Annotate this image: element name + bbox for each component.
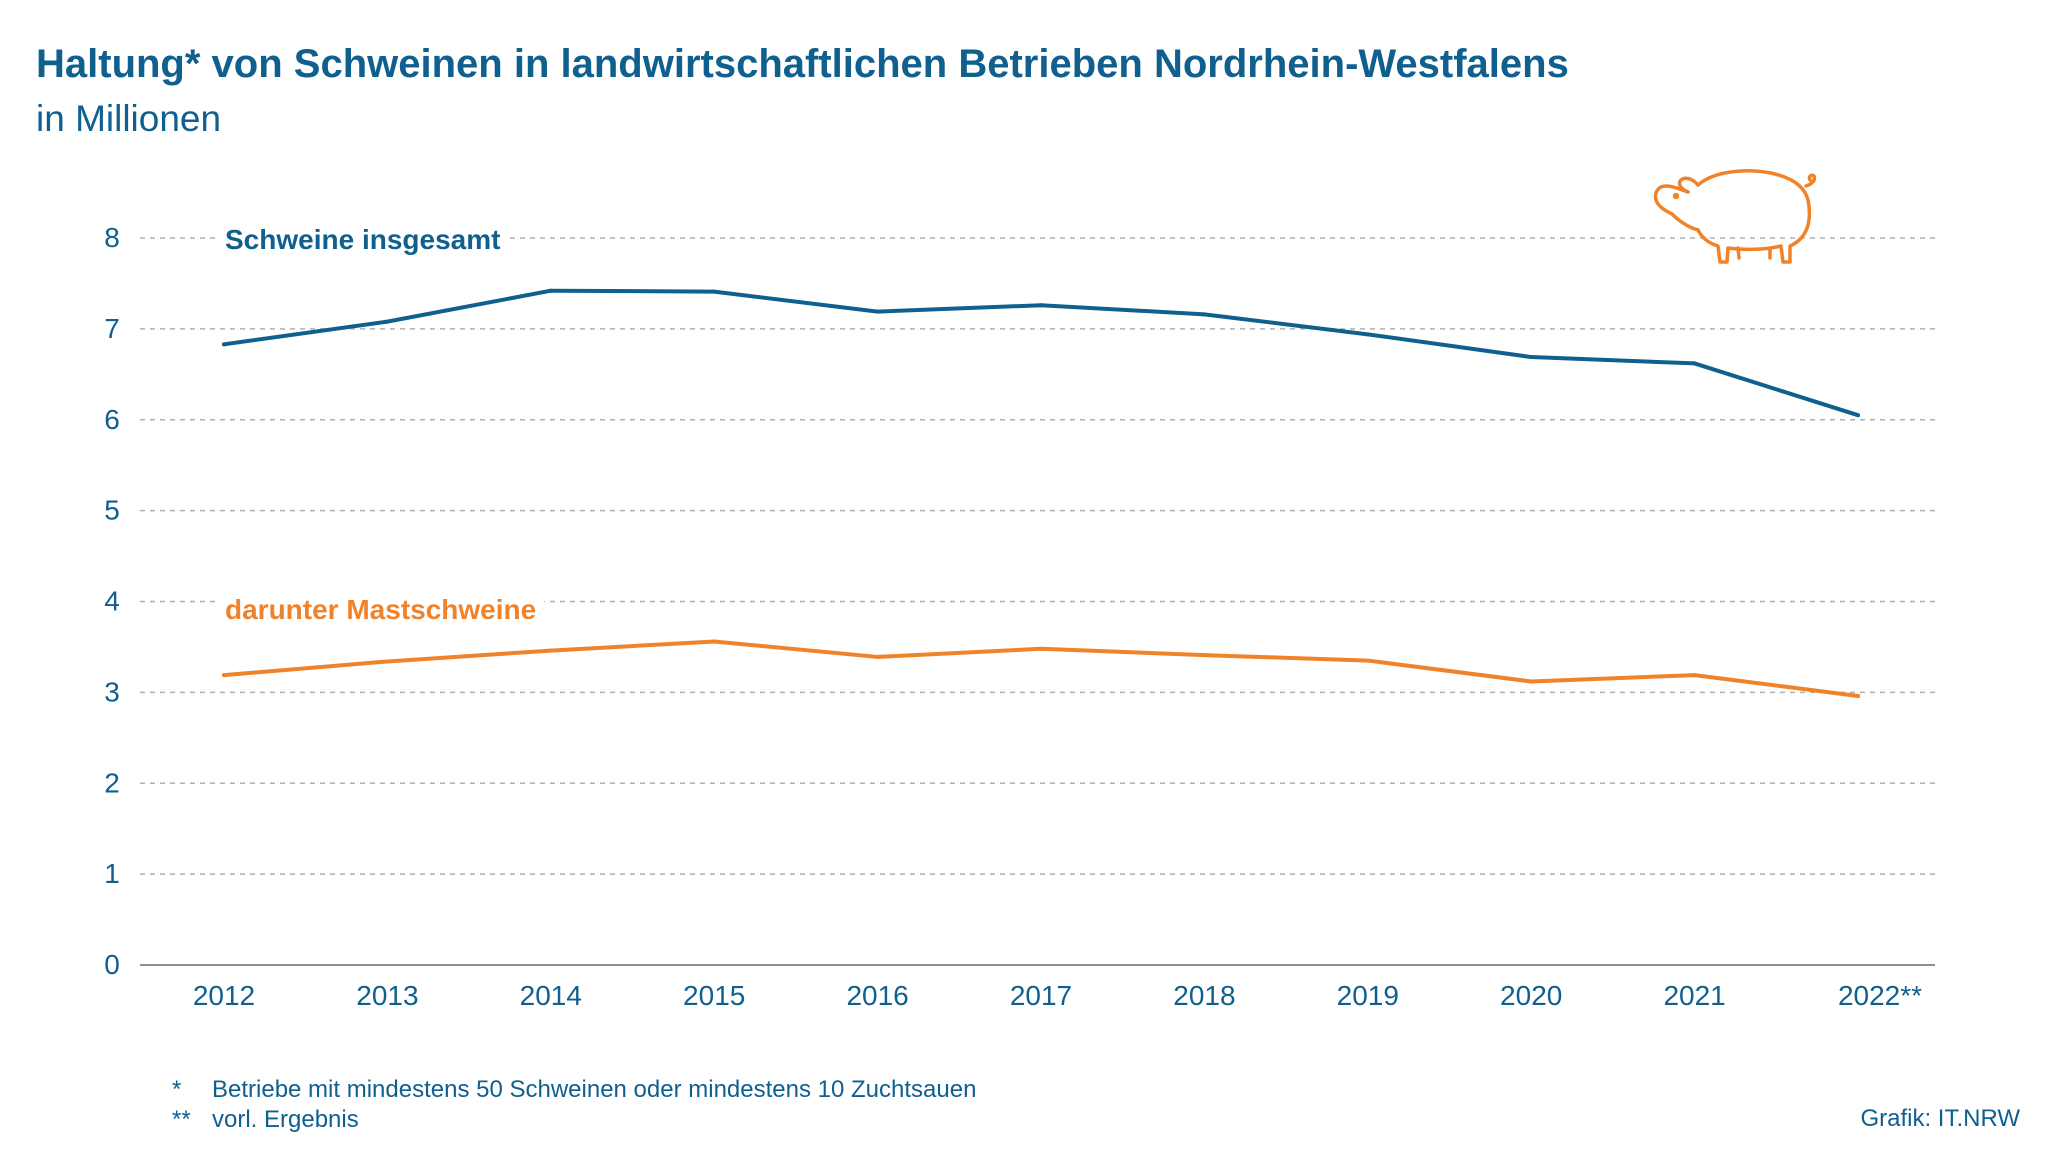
data-point bbox=[1529, 679, 1534, 684]
data-point bbox=[712, 289, 717, 294]
data-point bbox=[1692, 361, 1697, 366]
series-label: Schweine insgesamt bbox=[225, 224, 500, 255]
y-tick-label: 4 bbox=[104, 586, 120, 617]
footnote-text: vorl. Ergebnis bbox=[212, 1106, 359, 1133]
data-point bbox=[222, 673, 226, 678]
footnote-2: ** vorl. Ergebnis bbox=[172, 1105, 976, 1135]
data-point bbox=[548, 288, 553, 293]
chart-title: Haltung* von Schweinen in landwirtschaft… bbox=[36, 42, 1569, 86]
x-tick-label: 2019 bbox=[1337, 980, 1399, 1011]
source-credit: Grafik: IT.NRW bbox=[1860, 1105, 2020, 1132]
data-point bbox=[875, 309, 880, 314]
data-point bbox=[1365, 332, 1370, 337]
series-label-background bbox=[217, 222, 509, 257]
data-point bbox=[1365, 658, 1370, 663]
y-tick-label: 0 bbox=[104, 949, 120, 980]
data-point bbox=[1529, 355, 1534, 360]
data-point bbox=[1856, 694, 1860, 699]
y-axis-ticks: 0 1 2 3 4 5 6 7 8 bbox=[104, 222, 120, 980]
data-point bbox=[875, 654, 880, 659]
series-lines bbox=[222, 288, 1860, 699]
data-point bbox=[1856, 413, 1860, 418]
y-tick-label: 2 bbox=[104, 767, 120, 798]
footnote-mark: ** bbox=[172, 1106, 191, 1133]
x-tick-label: 2021 bbox=[1663, 980, 1725, 1011]
footnotes: * Betriebe mit mindestens 50 Schweinen od… bbox=[172, 1075, 976, 1135]
footnote-mark: * bbox=[172, 1076, 182, 1103]
x-tick-label: 2015 bbox=[683, 980, 745, 1011]
footnote-text: Betriebe mit mindestens 50 Schweinen ode… bbox=[212, 1076, 977, 1103]
pig-icon bbox=[1653, 169, 1817, 264]
x-tick-label: 2020 bbox=[1500, 980, 1562, 1011]
gridlines bbox=[140, 237, 1935, 966]
series-line bbox=[222, 288, 1860, 418]
x-tick-label: 2012 bbox=[193, 980, 255, 1011]
y-tick-label: 5 bbox=[104, 495, 120, 526]
data-point bbox=[1202, 653, 1207, 658]
data-point bbox=[712, 639, 717, 644]
series-label-background bbox=[217, 592, 545, 627]
x-tick-label: 2016 bbox=[846, 980, 908, 1011]
x-tick-label: 2018 bbox=[1173, 980, 1235, 1011]
series-label: darunter Mastschweine bbox=[225, 594, 536, 625]
y-tick-label: 8 bbox=[104, 222, 120, 253]
series-labels: Schweine insgesamt darunter Mastschweine bbox=[217, 222, 545, 627]
footnote-1: * Betriebe mit mindestens 50 Schweinen od… bbox=[172, 1075, 976, 1105]
y-tick-label: 6 bbox=[104, 404, 120, 435]
x-tick-label: 2017 bbox=[1010, 980, 1072, 1011]
data-point bbox=[1202, 312, 1207, 317]
data-point bbox=[385, 319, 390, 324]
chart-subtitle: in Millionen bbox=[36, 98, 222, 139]
x-tick-label: 2022** bbox=[1838, 980, 1922, 1011]
y-tick-label: 7 bbox=[104, 313, 120, 344]
data-point bbox=[1039, 303, 1043, 308]
x-tick-label: 2013 bbox=[356, 980, 418, 1011]
data-point bbox=[1692, 673, 1697, 678]
y-tick-label: 1 bbox=[104, 858, 120, 889]
data-point bbox=[548, 648, 553, 653]
data-point bbox=[222, 342, 226, 347]
data-point bbox=[1039, 646, 1043, 651]
x-tick-label: 2014 bbox=[520, 980, 582, 1011]
x-axis-ticks: 2012 2013 2014 2015 2016 2017 2018 2019 2020 2021… bbox=[193, 980, 1922, 1011]
data-point bbox=[385, 659, 390, 664]
y-tick-label: 3 bbox=[104, 676, 120, 707]
